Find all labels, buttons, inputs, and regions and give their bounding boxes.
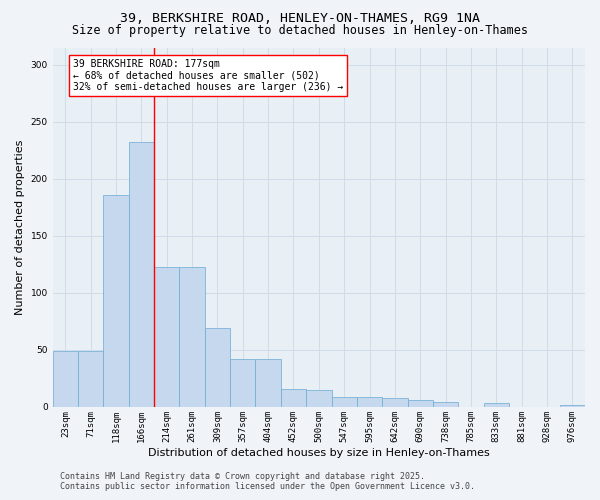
Bar — [433, 402, 458, 407]
Y-axis label: Number of detached properties: Number of detached properties — [15, 140, 25, 315]
Bar — [205, 328, 230, 407]
Text: 39 BERKSHIRE ROAD: 177sqm
← 68% of detached houses are smaller (502)
32% of semi: 39 BERKSHIRE ROAD: 177sqm ← 68% of detac… — [73, 59, 343, 92]
Text: Size of property relative to detached houses in Henley-on-Thames: Size of property relative to detached ho… — [72, 24, 528, 37]
Bar — [306, 390, 332, 407]
Bar — [78, 351, 103, 407]
Bar — [256, 359, 281, 407]
Bar — [103, 194, 129, 407]
Bar — [230, 359, 256, 407]
Bar — [560, 404, 585, 407]
Bar — [154, 266, 179, 407]
Bar — [484, 404, 509, 407]
Bar — [407, 400, 433, 407]
Bar — [129, 142, 154, 407]
Bar — [332, 396, 357, 407]
X-axis label: Distribution of detached houses by size in Henley-on-Thames: Distribution of detached houses by size … — [148, 448, 490, 458]
Text: 39, BERKSHIRE ROAD, HENLEY-ON-THAMES, RG9 1NA: 39, BERKSHIRE ROAD, HENLEY-ON-THAMES, RG… — [120, 12, 480, 25]
Bar — [357, 396, 382, 407]
Bar — [179, 266, 205, 407]
Bar — [53, 351, 78, 407]
Bar — [281, 388, 306, 407]
Bar — [382, 398, 407, 407]
Text: Contains HM Land Registry data © Crown copyright and database right 2025.
Contai: Contains HM Land Registry data © Crown c… — [60, 472, 475, 491]
